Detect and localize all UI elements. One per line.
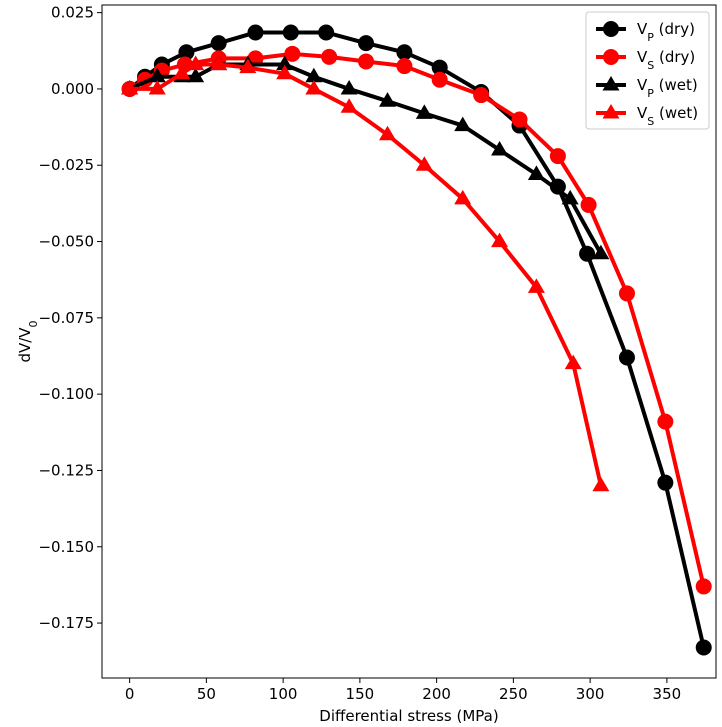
x-tick-label: 150 bbox=[346, 685, 375, 703]
data-point bbox=[431, 59, 448, 76]
series-3 bbox=[121, 55, 610, 492]
data-point bbox=[561, 189, 579, 205]
data-point bbox=[618, 349, 635, 366]
x-axis-label: Differential stress (MPa) bbox=[319, 707, 498, 725]
data-point bbox=[618, 285, 635, 302]
x-tick-label: 300 bbox=[576, 685, 605, 703]
data-point bbox=[178, 44, 195, 61]
data-point bbox=[657, 474, 674, 491]
data-point bbox=[527, 165, 545, 180]
data-point bbox=[305, 79, 323, 95]
legend-label: VS (wet) bbox=[637, 104, 698, 128]
x-tick-label: 50 bbox=[197, 685, 216, 703]
y-tick-label: −0.175 bbox=[38, 614, 94, 632]
y-tick-label: 0.000 bbox=[51, 80, 94, 98]
data-point bbox=[282, 24, 299, 41]
data-point bbox=[549, 148, 566, 165]
data-point bbox=[579, 245, 596, 262]
data-point bbox=[358, 53, 375, 70]
data-point bbox=[284, 45, 301, 62]
legend-marker bbox=[603, 49, 619, 65]
legend-label: VS (dry) bbox=[637, 48, 695, 72]
data-point bbox=[148, 67, 166, 83]
data-point bbox=[305, 67, 323, 83]
y-tick-label: −0.075 bbox=[38, 309, 94, 327]
data-point bbox=[415, 104, 433, 119]
y-tick-label: −0.125 bbox=[38, 461, 94, 479]
legend-marker bbox=[602, 104, 620, 119]
y-tick-label: −0.150 bbox=[38, 538, 94, 556]
data-point bbox=[187, 55, 205, 71]
x-tick-label: 200 bbox=[422, 685, 451, 703]
data-point bbox=[378, 125, 397, 141]
x-tick-label: 0 bbox=[125, 685, 135, 703]
series-layer bbox=[121, 24, 712, 656]
y-tick-label: −0.050 bbox=[38, 233, 94, 251]
legend-label: VP (wet) bbox=[637, 76, 698, 100]
plot-frame bbox=[101, 4, 717, 679]
legend: VP (dry) VS (dry) VP (wet) VS (wet) bbox=[585, 11, 710, 130]
legend-marker bbox=[602, 76, 620, 91]
data-point bbox=[321, 48, 338, 65]
data-point bbox=[358, 35, 375, 52]
data-point bbox=[340, 98, 358, 113]
x-tick-label: 350 bbox=[653, 685, 682, 703]
x-tick-label: 100 bbox=[269, 685, 298, 703]
legend-marker bbox=[603, 21, 619, 37]
data-point bbox=[431, 71, 448, 88]
data-point bbox=[454, 189, 472, 205]
y-axis-label: dV/V0 bbox=[16, 320, 40, 362]
series-line bbox=[128, 51, 706, 587]
y-tick-label: −0.100 bbox=[38, 385, 94, 403]
data-point bbox=[247, 24, 264, 41]
y-axis-ticks: 0.025 0.000 −0.025 −0.050 −0.075 −0.100 −0.125… bbox=[38, 4, 102, 632]
data-point bbox=[657, 413, 674, 430]
y-tick-label: −0.025 bbox=[38, 156, 94, 174]
x-axis-ticks: 0 50 100 150 200 250 300 350 bbox=[125, 678, 681, 703]
data-point bbox=[415, 156, 433, 171]
y-tick-label: 0.025 bbox=[51, 4, 94, 22]
data-point bbox=[454, 116, 472, 132]
data-point bbox=[210, 35, 227, 52]
data-point bbox=[695, 578, 712, 595]
data-point bbox=[527, 278, 545, 293]
data-point bbox=[148, 79, 166, 95]
series-2 bbox=[121, 55, 610, 260]
data-point bbox=[239, 58, 257, 74]
x-tick-label: 250 bbox=[499, 685, 528, 703]
data-point bbox=[210, 55, 228, 71]
data-point bbox=[511, 111, 528, 128]
data-point bbox=[695, 639, 712, 656]
data-point bbox=[340, 79, 358, 95]
data-point bbox=[378, 92, 397, 107]
data-point bbox=[173, 64, 191, 80]
data-point bbox=[276, 55, 294, 71]
data-point bbox=[396, 44, 413, 61]
data-point bbox=[592, 244, 610, 260]
series-line bbox=[128, 62, 603, 255]
data-point bbox=[592, 476, 610, 492]
data-point bbox=[473, 87, 490, 104]
data-point bbox=[491, 232, 509, 248]
legend-label: VP (dry) bbox=[637, 20, 695, 44]
data-point bbox=[121, 79, 139, 95]
data-point bbox=[318, 24, 335, 41]
data-point bbox=[580, 196, 597, 213]
legend-box bbox=[585, 11, 710, 130]
data-point bbox=[491, 141, 509, 156]
data-point bbox=[187, 67, 205, 83]
data-point bbox=[564, 354, 582, 370]
data-point bbox=[276, 64, 294, 80]
data-point bbox=[396, 58, 413, 75]
